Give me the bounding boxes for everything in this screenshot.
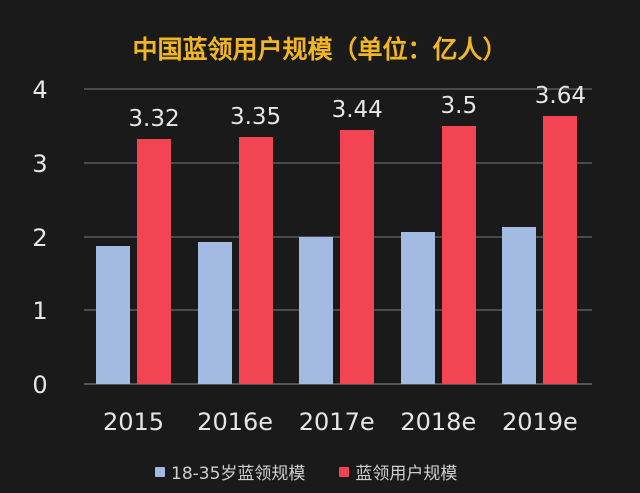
legend-label-total: 蓝领用户规模 bbox=[355, 464, 458, 484]
bar-total-2017e bbox=[340, 130, 375, 384]
data-label-2018e: 3.5 bbox=[440, 92, 478, 119]
y-tick-0: 0 bbox=[32, 371, 48, 399]
x-label-2015: 2015 bbox=[102, 408, 165, 436]
legend-swatch-red bbox=[339, 466, 350, 477]
gridline-3 bbox=[84, 162, 592, 164]
x-label-2017e: 2017e bbox=[298, 408, 375, 436]
bar-young-2019e bbox=[502, 226, 537, 384]
legend-swatch-blue bbox=[155, 466, 165, 477]
bar-total-2018e bbox=[441, 125, 476, 384]
y-tick-4: 4 bbox=[32, 76, 48, 104]
bar-young-2017e bbox=[299, 237, 334, 384]
data-label-2015: 3.32 bbox=[128, 106, 180, 133]
bar-young-2016e bbox=[197, 242, 232, 384]
chart-title: 中国蓝领用户规模（单位：亿人） bbox=[132, 35, 508, 64]
gridline-2 bbox=[84, 236, 592, 238]
bar-young-2018e bbox=[400, 232, 435, 384]
gridline-1 bbox=[84, 309, 592, 311]
x-label-2018e: 2018e bbox=[400, 408, 477, 436]
y-tick-3: 3 bbox=[32, 150, 48, 178]
bar-young-2015 bbox=[96, 246, 130, 384]
bar-total-2019e bbox=[543, 115, 578, 384]
legend-item-total: 蓝领用户规模 bbox=[339, 459, 457, 484]
bar-total-2015 bbox=[137, 139, 171, 384]
data-label-2016e: 3.35 bbox=[229, 103, 282, 130]
bar-total-2016e bbox=[238, 136, 273, 384]
legend-item-young: 18-35岁蓝领规模 bbox=[155, 459, 305, 484]
x-label-2019e: 2019e bbox=[501, 408, 578, 436]
legend-label-young: 18-35岁蓝领规模 bbox=[171, 464, 306, 484]
x-axis-line bbox=[84, 383, 592, 385]
data-label-2019e: 3.64 bbox=[534, 82, 586, 109]
y-tick-2: 2 bbox=[32, 224, 48, 252]
data-label-2017e: 3.44 bbox=[331, 97, 383, 124]
legend: 18-35岁蓝领规模 蓝领用户规模 bbox=[155, 459, 491, 484]
x-label-2016e: 2016e bbox=[197, 408, 274, 436]
gridline-4 bbox=[84, 88, 592, 90]
y-tick-1: 1 bbox=[32, 297, 48, 325]
plot-area bbox=[84, 88, 592, 385]
